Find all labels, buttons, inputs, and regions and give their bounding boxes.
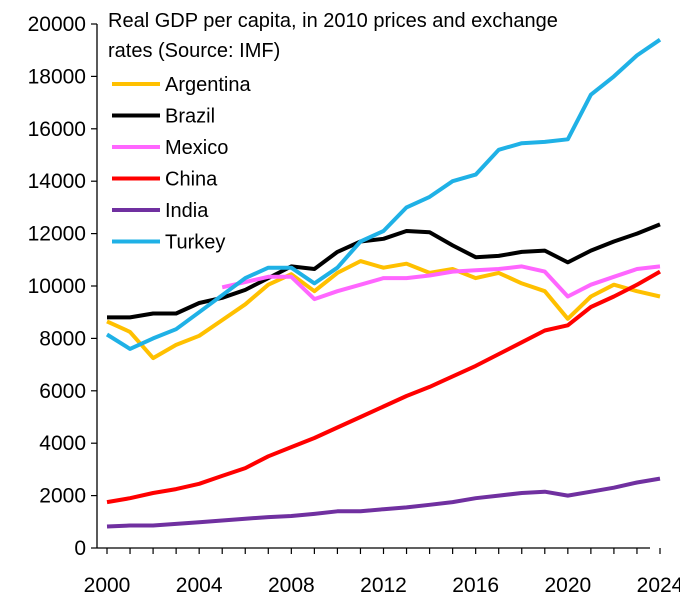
x-tick-label: 2004 — [176, 574, 223, 597]
y-tick-label: 14000 — [28, 170, 86, 193]
y-tick-label: 4000 — [39, 432, 86, 455]
legend-label-mexico: Mexico — [165, 137, 228, 159]
legend-label-argentina: Argentina — [165, 74, 251, 96]
x-tick-label: 2000 — [84, 574, 131, 597]
series-lines — [105, 38, 662, 529]
y-tick-label: 10000 — [28, 275, 86, 298]
legend-label-china: China — [165, 169, 218, 191]
y-tick-label: 16000 — [28, 118, 86, 141]
axes: 0 2000 4000 6000 8000 10000 12000 14000 16000 180… — [28, 13, 680, 597]
y-tick-label: 0 — [74, 537, 86, 560]
x-tick-label: 2012 — [360, 574, 407, 597]
series-line-brazil — [107, 222, 661, 320]
legend-label-brazil: Brazil — [165, 106, 215, 128]
chart-title-line-2: rates (Source: IMF) — [108, 40, 280, 62]
y-tick-label: 8000 — [39, 327, 86, 350]
chart-title: Real GDP per capita, in 2010 prices and … — [108, 10, 558, 62]
x-tick-label: 2008 — [268, 574, 315, 597]
series-line-argentina — [106, 259, 661, 361]
y-tick-label: 12000 — [28, 223, 86, 246]
series-line-india — [106, 476, 661, 529]
legend-label-india: India — [165, 200, 209, 222]
x-tick-label: 2020 — [544, 574, 591, 597]
series-line-china — [106, 269, 661, 505]
legend-label-turkey: Turkey — [165, 232, 225, 254]
legend: Argentina Brazil Mexico China India Turkey — [112, 74, 251, 254]
y-tick-label: 20000 — [28, 13, 86, 36]
x-tick-label: 2016 — [452, 574, 499, 597]
series-line-mexico — [221, 264, 661, 302]
y-tick-label: 2000 — [39, 485, 86, 508]
y-tick-label: 6000 — [39, 380, 86, 403]
series-line-turkey — [105, 38, 662, 351]
chart-title-line-1: Real GDP per capita, in 2010 prices and … — [108, 10, 558, 32]
y-tick-label: 18000 — [28, 65, 86, 88]
x-tick-label: 2024 — [637, 574, 680, 597]
